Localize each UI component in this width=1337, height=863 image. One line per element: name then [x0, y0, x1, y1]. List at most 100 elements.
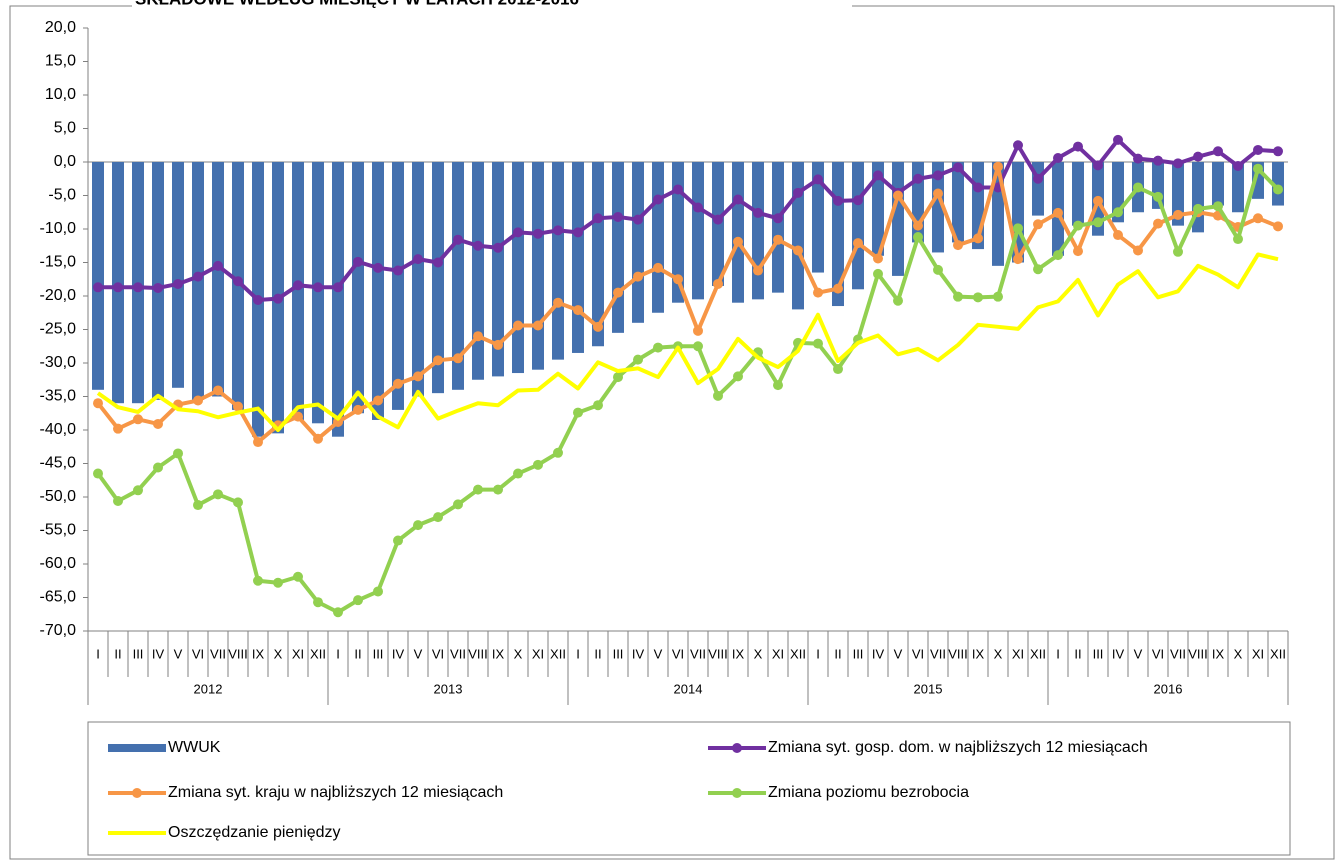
bar: [792, 162, 804, 310]
point: [433, 257, 443, 268]
x-tick-label: IV: [872, 646, 885, 661]
point: [853, 195, 863, 206]
point: [133, 485, 143, 496]
point: [933, 188, 943, 199]
point: [1113, 230, 1123, 241]
point: [453, 234, 463, 245]
point: [973, 182, 983, 193]
point: [733, 371, 743, 382]
bar: [352, 162, 364, 414]
x-tick-label: IV: [152, 646, 165, 661]
point: [353, 404, 363, 415]
point: [353, 595, 363, 606]
x-tick-label: VI: [192, 646, 204, 661]
point: [1053, 250, 1063, 261]
point: [1073, 141, 1083, 152]
point: [653, 262, 663, 273]
x-tick-label: XII: [790, 646, 806, 661]
point: [1153, 191, 1163, 202]
x-tick-label: VIII: [228, 646, 248, 661]
point: [1053, 207, 1063, 218]
point: [1233, 161, 1243, 172]
point: [493, 339, 503, 350]
point: [333, 282, 343, 293]
bar: [172, 162, 184, 388]
point: [253, 437, 263, 448]
point: [413, 254, 423, 265]
group-label: 2016: [1154, 681, 1183, 696]
y-tick-label: 0,0: [54, 153, 76, 170]
bar: [212, 162, 224, 397]
x-tick-label: XI: [532, 646, 544, 661]
point: [1013, 254, 1023, 265]
point: [993, 161, 1003, 172]
x-tick-label: IX: [972, 646, 985, 661]
point: [1213, 201, 1223, 212]
point: [873, 268, 883, 279]
point: [293, 411, 303, 422]
x-tick-label: I: [816, 646, 820, 661]
point: [1253, 144, 1263, 155]
x-tick-label: VIII: [948, 646, 968, 661]
legend-marker: [732, 788, 742, 798]
point: [1153, 155, 1163, 166]
bar: [432, 162, 444, 394]
point: [633, 271, 643, 282]
point: [933, 264, 943, 275]
x-tick-label: VIII: [468, 646, 488, 661]
point: [853, 238, 863, 249]
point: [633, 214, 643, 225]
y-tick-label: 20,0: [45, 19, 76, 36]
x-tick-label: IV: [632, 646, 645, 661]
point: [713, 390, 723, 401]
point: [293, 280, 303, 291]
y-tick-label: 15,0: [45, 53, 76, 70]
point: [913, 232, 923, 243]
point: [113, 423, 123, 434]
point: [113, 496, 123, 507]
point: [473, 484, 483, 495]
point: [393, 265, 403, 276]
point: [353, 256, 363, 267]
point: [553, 225, 563, 236]
chart-title: SKŁADOWE WEDŁUG MIESIĘCY W LATACH 2012-2…: [135, 0, 579, 8]
bar: [552, 162, 564, 360]
x-tick-label: X: [994, 646, 1003, 661]
point: [593, 400, 603, 411]
point: [713, 278, 723, 289]
point: [1093, 160, 1103, 171]
bar: [772, 162, 784, 293]
point: [553, 297, 563, 308]
point: [473, 331, 483, 342]
point: [793, 245, 803, 256]
bar: [592, 162, 604, 347]
point: [213, 385, 223, 396]
point: [473, 240, 483, 251]
point: [1033, 264, 1043, 275]
point: [1053, 152, 1063, 163]
x-tick-label: II: [114, 646, 121, 661]
point: [233, 276, 243, 287]
x-tick-label: XI: [772, 646, 784, 661]
point: [893, 295, 903, 306]
point: [753, 265, 763, 276]
point: [333, 416, 343, 427]
point: [153, 418, 163, 429]
point: [1093, 217, 1103, 228]
point: [373, 262, 383, 273]
bar: [372, 162, 384, 420]
y-tick-label: -40,0: [40, 421, 77, 438]
point: [1093, 195, 1103, 206]
point: [133, 282, 143, 293]
point: [1193, 151, 1203, 162]
point: [793, 187, 803, 198]
point: [613, 211, 623, 222]
bar: [1232, 162, 1244, 213]
point: [1153, 218, 1163, 229]
point: [273, 293, 283, 304]
point: [693, 341, 703, 352]
x-tick-label: I: [96, 646, 100, 661]
legend-swatch: [108, 744, 166, 752]
point: [573, 305, 583, 316]
bar: [152, 162, 164, 400]
